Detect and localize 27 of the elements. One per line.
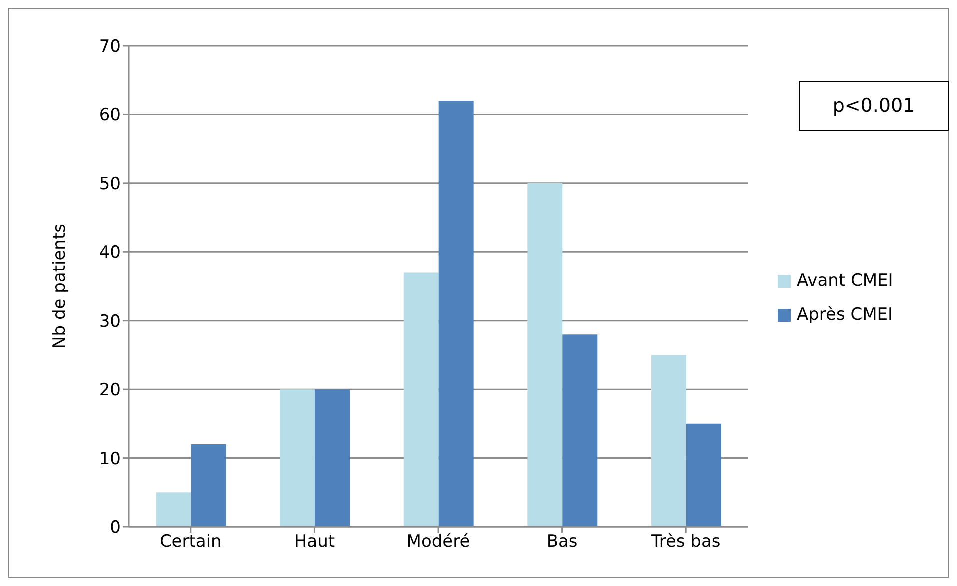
y-tick-label: 10 [99,449,121,470]
bar [404,272,439,527]
y-axis-title: Nb de patients [50,224,70,349]
x-tick-label: Modéré [406,532,470,552]
y-tick-label: 50 [99,174,121,194]
legend-label: Après CMEI [797,305,894,325]
bar [280,390,316,527]
bar [191,444,226,527]
x-tick-label: Bas [546,532,578,552]
bar [438,100,474,527]
y-tick-label: 20 [99,380,121,401]
y-tick-label: 30 [99,312,121,332]
bar [315,390,350,527]
legend-label: Avant CMEI [797,271,894,291]
x-tick-label: Très bas [650,532,721,552]
bar [686,424,722,527]
bar [156,492,192,527]
y-tick-label: 0 [110,518,121,538]
y-tick-label: 70 [99,37,121,58]
bar [528,183,563,527]
bar [651,355,686,527]
text: p<0.001 [799,81,949,131]
y-tick-label: 60 [99,106,121,126]
x-tick-label: Certain [160,532,222,552]
bar [562,334,598,527]
x-tick-label: Haut [294,532,336,552]
y-tick-label: 40 [99,243,121,264]
